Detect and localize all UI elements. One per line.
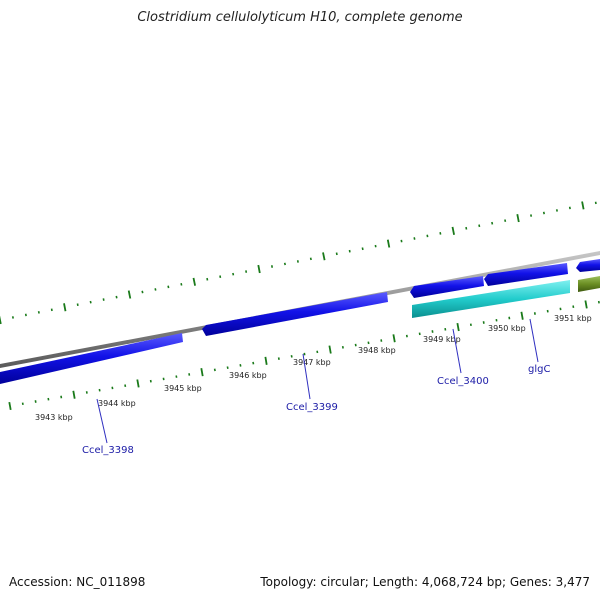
scale-label-3947: 3947 kbp xyxy=(293,358,331,367)
lower-major-tick xyxy=(264,356,268,365)
upper-minor-tick xyxy=(167,285,170,289)
upper-major-tick xyxy=(63,303,67,312)
scale-label-3948: 3948 kbp xyxy=(358,346,396,355)
gene-label-ccel-3399[interactable]: Ccel_3399 xyxy=(286,402,338,413)
scale-label-3951: 3951 kbp xyxy=(554,314,592,323)
upper-minor-tick xyxy=(542,211,545,215)
rna-feature[interactable] xyxy=(412,280,570,318)
upper-minor-tick xyxy=(11,316,14,319)
gene-feature-upper-c[interactable] xyxy=(576,259,600,272)
gene-ccel-3399-feature[interactable] xyxy=(202,292,388,336)
upper-major-tick xyxy=(192,277,196,286)
gene-label-ccel-3398[interactable]: Ccel_3398 xyxy=(82,445,134,456)
lower-major-tick xyxy=(392,334,396,343)
upper-minor-tick xyxy=(206,277,209,281)
lower-minor-tick xyxy=(239,364,242,367)
feature-olive[interactable] xyxy=(578,276,600,292)
upper-minor-tick xyxy=(530,214,533,217)
scale-label-3949: 3949 kbp xyxy=(423,335,461,344)
upper-minor-tick xyxy=(115,295,118,299)
upper-major-tick xyxy=(0,315,2,325)
lower-major-tick xyxy=(456,322,460,332)
lower-major-tick xyxy=(72,390,76,399)
lower-minor-tick xyxy=(213,368,216,372)
lower-tick-track xyxy=(8,300,600,411)
upper-major-tick xyxy=(386,239,391,248)
gene-label-ccel-3400[interactable]: Ccel_3400 xyxy=(437,376,489,387)
label-line-ccel-3400 xyxy=(452,328,462,374)
upper-major-tick xyxy=(322,252,326,261)
upper-major-tick xyxy=(127,290,132,299)
gene-ccel-3398-feature[interactable] xyxy=(0,333,183,384)
lower-major-tick xyxy=(584,300,588,309)
upper-minor-tick xyxy=(232,272,235,276)
scale-label-3943: 3943 kbp xyxy=(35,413,73,422)
lower-minor-tick xyxy=(226,366,229,369)
upper-minor-tick xyxy=(504,219,507,222)
lower-minor-tick xyxy=(290,355,293,358)
gene-feature-upper-b[interactable] xyxy=(484,263,568,286)
lower-major-tick xyxy=(8,401,12,411)
lower-major-tick xyxy=(136,379,140,388)
upper-minor-tick xyxy=(413,237,416,240)
upper-minor-tick xyxy=(361,247,364,251)
upper-major-tick xyxy=(451,226,455,235)
lower-major-tick xyxy=(520,311,524,320)
lower-major-tick xyxy=(328,345,332,354)
upper-minor-tick xyxy=(555,209,558,212)
gene-label-glgc[interactable]: glgC xyxy=(528,364,550,375)
upper-major-tick xyxy=(257,264,261,274)
genome-summary: Topology: circular; Length: 4,068,724 bp… xyxy=(260,575,590,589)
label-line-ccel-3399 xyxy=(302,353,311,400)
label-line-glgc xyxy=(529,318,539,363)
gene-feature-upper-a[interactable] xyxy=(410,276,484,298)
upper-minor-tick xyxy=(283,262,286,266)
scale-label-3945: 3945 kbp xyxy=(164,384,202,393)
lower-major-tick xyxy=(200,368,204,377)
lower-minor-tick xyxy=(277,357,280,360)
upper-minor-tick xyxy=(141,290,144,294)
scale-label-3950: 3950 kbp xyxy=(488,324,526,333)
scale-label-3944: 3944 kbp xyxy=(98,399,136,408)
upper-minor-tick xyxy=(335,252,338,256)
upper-minor-tick xyxy=(154,288,157,291)
upper-minor-tick xyxy=(309,257,312,261)
upper-minor-tick xyxy=(37,311,40,314)
upper-minor-tick xyxy=(89,300,92,304)
upper-minor-tick xyxy=(180,283,183,286)
upper-major-tick xyxy=(581,201,585,210)
upper-minor-tick xyxy=(491,221,494,225)
map-title: Clostridium cellulolyticum H10, complete… xyxy=(137,10,463,25)
upper-minor-tick xyxy=(439,232,442,235)
upper-major-tick xyxy=(516,214,520,223)
lower-minor-tick xyxy=(252,361,255,365)
upper-minor-tick xyxy=(478,224,481,228)
upper-tick-track xyxy=(0,201,597,325)
scale-label-3946: 3946 kbp xyxy=(229,371,267,380)
label-line-ccel-3398 xyxy=(96,398,108,444)
accession-label: Accession: NC_011898 xyxy=(9,575,146,589)
upper-minor-tick xyxy=(465,226,468,230)
